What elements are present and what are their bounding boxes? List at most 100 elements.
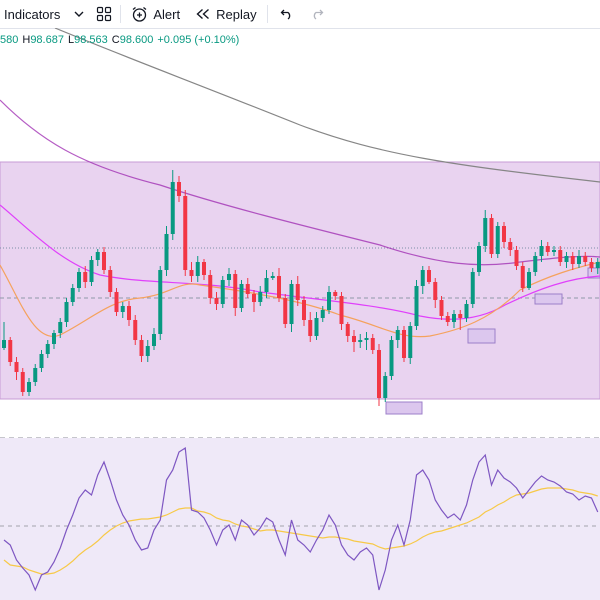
candle-body (239, 284, 244, 308)
candle-body (327, 292, 331, 310)
candle-body (77, 272, 81, 288)
replay-button[interactable]: Replay (196, 0, 257, 28)
alarm-clock-plus-icon (131, 6, 148, 23)
candle-body (552, 250, 556, 252)
rsi-line (3, 446, 599, 592)
candle-body (33, 368, 38, 382)
ohlc-change: +0.095 (+0.10%) (157, 34, 240, 46)
candle-body (514, 250, 519, 266)
ohlc-high: 98.687 (30, 34, 64, 46)
candle-body (258, 292, 263, 302)
ohlc-high-label: H (22, 34, 31, 46)
alert-label: Alert (153, 6, 181, 22)
candle-body (477, 246, 481, 272)
toolbar-divider (120, 5, 122, 23)
candles-layer (2, 170, 600, 406)
replay-label: Replay (216, 6, 257, 22)
candle-body (8, 340, 13, 362)
candle-body (495, 226, 500, 254)
candle-body (483, 218, 488, 246)
candle-body (145, 346, 150, 356)
candle-body (395, 330, 400, 340)
candle-body (208, 275, 213, 298)
candle-body (289, 284, 294, 324)
candle-body (245, 284, 250, 294)
ohlc-close-label: C (111, 34, 120, 46)
candle-body (195, 262, 200, 276)
candle-body (302, 300, 306, 320)
marker-box (587, 267, 600, 279)
chevron-down-icon[interactable] (74, 0, 84, 28)
candle-body (433, 282, 438, 300)
candle-body (383, 376, 388, 398)
candle-body (127, 306, 131, 320)
ohlc-close: 98.600 (119, 34, 154, 46)
candle-body (345, 324, 350, 336)
candle-body (139, 340, 144, 356)
candle-body (564, 256, 569, 262)
candle-body (52, 333, 56, 344)
candle-body (177, 182, 181, 196)
ohlc-low-label: L (67, 34, 75, 46)
candle-body (189, 270, 194, 276)
undo-icon[interactable] (280, 0, 294, 28)
candle-body (314, 318, 319, 336)
marker-box (385, 401, 423, 415)
candle-body (283, 298, 288, 324)
candle-body (70, 288, 75, 302)
ma-long-line (54, 28, 600, 183)
candle-body (370, 338, 375, 350)
candle-body (220, 280, 225, 304)
rewind-icon (196, 8, 210, 20)
candle-body (270, 276, 275, 278)
candle-body (2, 340, 6, 348)
candle-body (520, 266, 525, 288)
candle-body (583, 256, 588, 262)
marker-box (467, 328, 496, 344)
candle-body (414, 286, 419, 326)
rsi-band-fill (0, 438, 600, 600)
candle-body (589, 262, 594, 268)
candle-body (183, 196, 188, 270)
alert-button[interactable]: Alert (131, 0, 180, 28)
ohlc-open: 580 (0, 34, 19, 46)
candle-body (452, 314, 456, 322)
candle-body (539, 246, 544, 256)
indicators-button[interactable]: Indicators (0, 0, 60, 28)
candle-body (20, 372, 25, 392)
toolbar-divider (266, 5, 268, 23)
candle-body (102, 252, 106, 270)
candle-body (445, 316, 450, 322)
candle-body (427, 270, 431, 282)
candle-body (27, 382, 31, 392)
candle-body (420, 270, 425, 286)
candle-body (45, 344, 50, 354)
ma-mid-line (0, 99, 600, 266)
candle-body (14, 362, 19, 372)
candle-body (389, 340, 394, 376)
candle-body (377, 350, 381, 398)
candle-body (214, 298, 219, 304)
candle-body (58, 322, 63, 333)
price-zone (0, 161, 600, 400)
candle-body (264, 278, 269, 292)
candle-body (364, 338, 369, 340)
price-chart[interactable] (0, 28, 600, 600)
ohlc-legend: 580 H98.687 L98.563 C98.600 +0.095 (+0.1… (0, 34, 239, 50)
candle-body (533, 256, 538, 272)
candle-body (170, 182, 175, 234)
candle-body (89, 260, 94, 282)
candle-body (558, 250, 563, 262)
candle-body (458, 314, 463, 318)
candle-body (308, 320, 313, 336)
candle-body (120, 306, 125, 312)
grid-icon[interactable] (96, 0, 112, 28)
ohlc-low: 98.563 (74, 34, 108, 46)
candle-body (408, 326, 413, 358)
top-toolbar: Indicators Alert Replay (0, 0, 600, 29)
redo-icon[interactable] (310, 0, 324, 28)
candle-body (502, 226, 506, 242)
candle-body (402, 330, 406, 358)
ma-short-line (0, 261, 600, 338)
candle-body (577, 256, 581, 264)
